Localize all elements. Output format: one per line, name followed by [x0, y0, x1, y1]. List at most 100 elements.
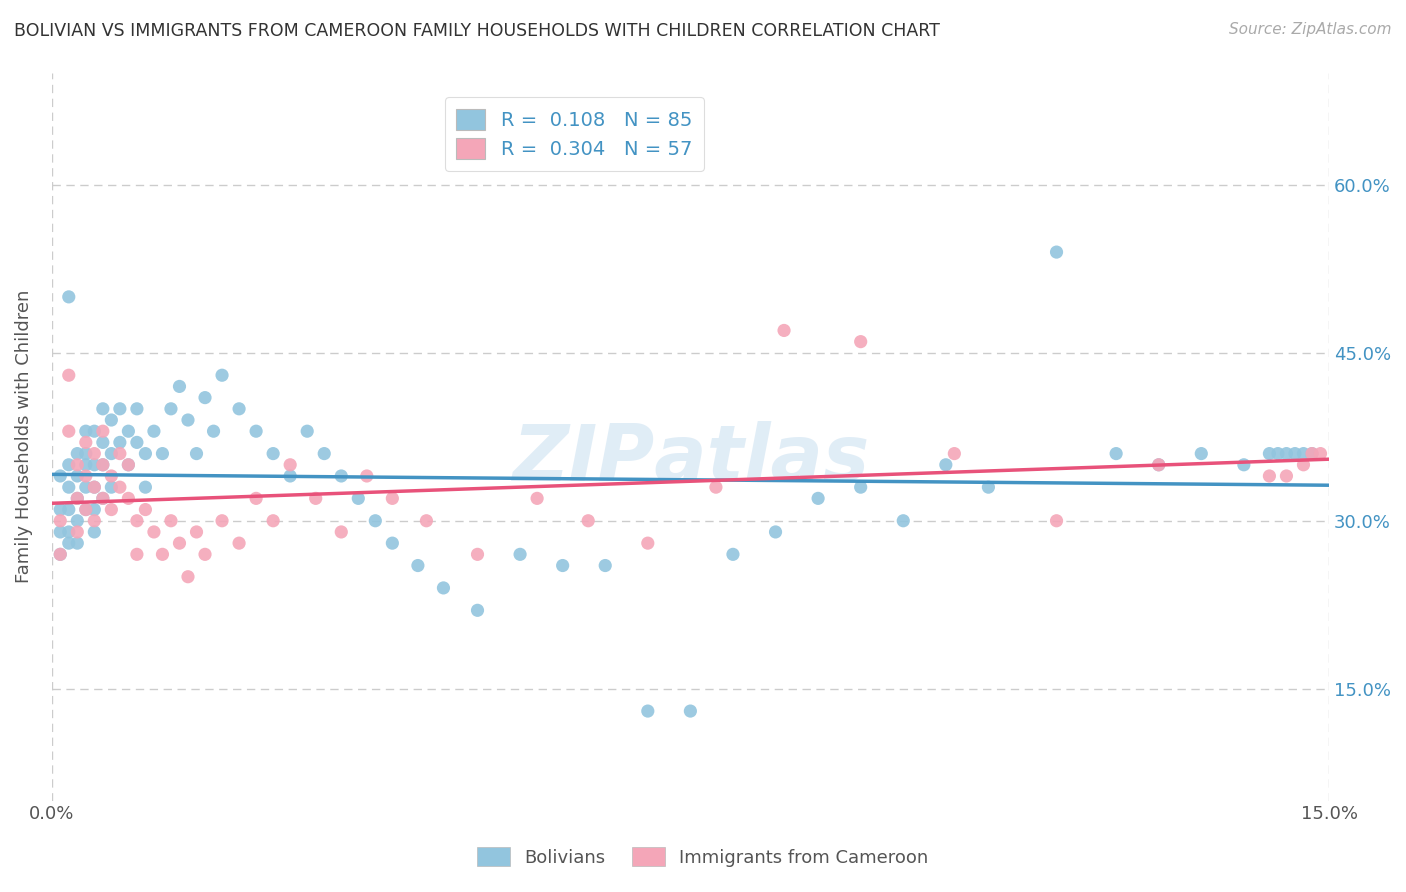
Point — [935, 458, 957, 472]
Point — [262, 447, 284, 461]
Point — [1292, 447, 1315, 461]
Point — [100, 480, 122, 494]
Point — [305, 491, 328, 506]
Point — [108, 435, 131, 450]
Point — [91, 424, 114, 438]
Point — [108, 447, 131, 461]
Point — [576, 514, 599, 528]
Point — [194, 547, 217, 561]
Point — [58, 458, 80, 472]
Point — [66, 524, 89, 539]
Point — [66, 458, 89, 472]
Point — [593, 558, 616, 573]
Point — [83, 502, 105, 516]
Point — [66, 536, 89, 550]
Point — [91, 491, 114, 506]
Point — [381, 536, 404, 550]
Point — [160, 514, 183, 528]
Point — [330, 524, 353, 539]
Point — [108, 401, 131, 416]
Point — [891, 514, 914, 528]
Point — [58, 524, 80, 539]
Point — [330, 469, 353, 483]
Point — [108, 480, 131, 494]
Point — [262, 514, 284, 528]
Point — [278, 469, 301, 483]
Point — [1284, 447, 1306, 461]
Point — [1147, 458, 1170, 472]
Point — [467, 547, 489, 561]
Point — [977, 480, 1000, 494]
Point — [58, 536, 80, 550]
Point — [125, 401, 148, 416]
Point — [177, 570, 200, 584]
Point — [406, 558, 429, 573]
Point — [152, 547, 174, 561]
Point — [49, 514, 72, 528]
Point — [75, 435, 97, 450]
Point — [66, 491, 89, 506]
Point — [75, 447, 97, 461]
Point — [125, 547, 148, 561]
Legend: R =  0.108   N = 85, R =  0.304   N = 57: R = 0.108 N = 85, R = 0.304 N = 57 — [444, 97, 704, 170]
Point — [142, 424, 165, 438]
Point — [117, 458, 139, 472]
Point — [202, 424, 225, 438]
Point — [278, 458, 301, 472]
Point — [83, 424, 105, 438]
Point — [100, 502, 122, 516]
Point — [211, 514, 233, 528]
Point — [125, 435, 148, 450]
Point — [228, 536, 250, 550]
Point — [943, 447, 966, 461]
Point — [169, 536, 191, 550]
Point — [49, 469, 72, 483]
Point — [467, 603, 489, 617]
Point — [75, 502, 97, 516]
Point — [177, 413, 200, 427]
Text: Source: ZipAtlas.com: Source: ZipAtlas.com — [1229, 22, 1392, 37]
Point — [1045, 245, 1067, 260]
Point — [58, 502, 80, 516]
Point — [66, 491, 89, 506]
Point — [551, 558, 574, 573]
Point — [91, 491, 114, 506]
Point — [295, 424, 318, 438]
Point — [211, 368, 233, 383]
Point — [1258, 469, 1281, 483]
Point — [134, 502, 156, 516]
Point — [228, 401, 250, 416]
Point — [83, 524, 105, 539]
Point — [1258, 447, 1281, 461]
Point — [432, 581, 454, 595]
Point — [1292, 458, 1315, 472]
Point — [849, 480, 872, 494]
Point — [75, 502, 97, 516]
Point — [49, 524, 72, 539]
Point — [169, 379, 191, 393]
Point — [58, 290, 80, 304]
Point — [75, 480, 97, 494]
Point — [1275, 469, 1298, 483]
Point — [152, 447, 174, 461]
Text: ZIP​atlas: ZIP​atlas — [512, 421, 869, 497]
Point — [83, 480, 105, 494]
Point — [381, 491, 404, 506]
Point — [91, 458, 114, 472]
Point — [117, 491, 139, 506]
Point — [773, 323, 796, 337]
Point — [117, 424, 139, 438]
Point — [91, 401, 114, 416]
Point — [58, 368, 80, 383]
Point — [58, 480, 80, 494]
Point — [1301, 447, 1323, 461]
Point — [679, 704, 702, 718]
Point — [186, 447, 208, 461]
Point — [75, 469, 97, 483]
Point — [1275, 447, 1298, 461]
Point — [721, 547, 744, 561]
Point — [66, 447, 89, 461]
Point — [849, 334, 872, 349]
Point — [314, 447, 336, 461]
Point — [134, 480, 156, 494]
